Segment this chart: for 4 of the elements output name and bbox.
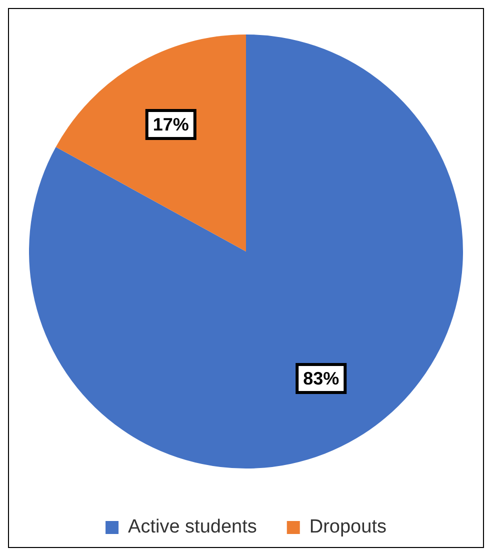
legend-label: Dropouts <box>309 516 386 538</box>
data-label: 17% <box>152 114 189 134</box>
legend-label: Active students <box>128 516 257 538</box>
data-label: 83% <box>303 368 340 388</box>
